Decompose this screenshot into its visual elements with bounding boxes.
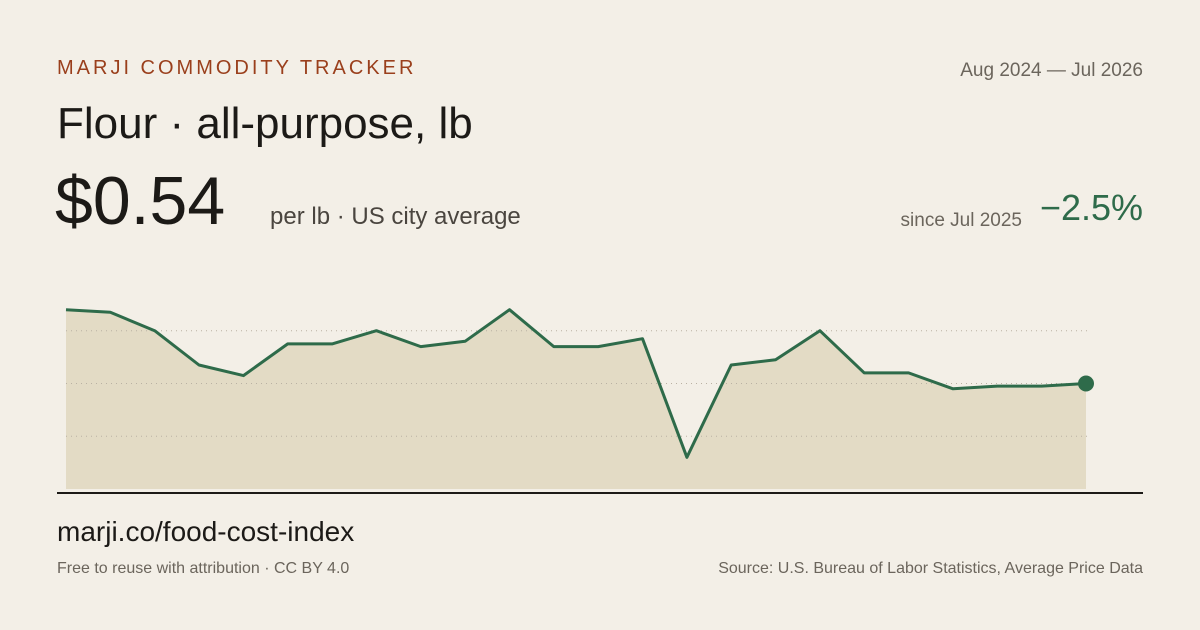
price-note: per lb · US city average (270, 203, 521, 230)
source: Source: U.S. Bureau of Labor Statistics,… (718, 560, 1143, 577)
change: −2.5% (1040, 187, 1143, 228)
brand: MARJI COMMODITY TRACKER (57, 57, 416, 79)
area (66, 309, 1086, 489)
end-point (1078, 375, 1094, 392)
license: Free to reuse with attribution · CC BY 4… (57, 560, 349, 577)
change-period: since Jul 2025 (901, 210, 1022, 231)
line (65, 308, 1087, 459)
price: $0.54 (55, 163, 225, 239)
date-range: Aug 2024 — Jul 2026 (960, 60, 1143, 81)
plot (65, 308, 1094, 489)
title: Flour · all-purpose, lb (57, 99, 473, 148)
url: marji.co/food-cost-index (57, 516, 354, 547)
